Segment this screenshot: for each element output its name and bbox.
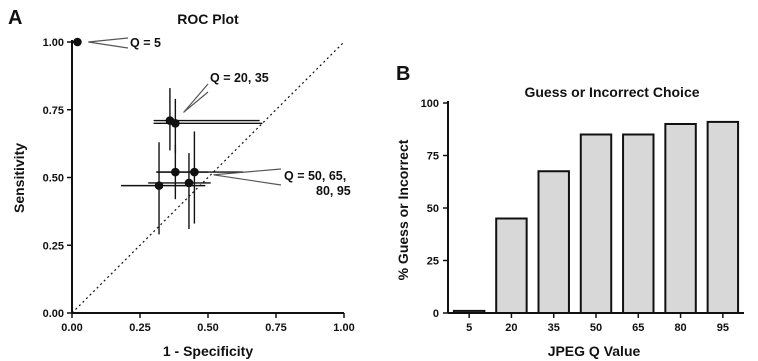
bar-y-tick-label: 0 <box>433 308 439 320</box>
panel-letter-b: B <box>396 63 410 85</box>
bar-y-tick-label: 25 <box>427 256 439 268</box>
bar <box>622 133 655 314</box>
roc-y-tick-label: 0.50 <box>43 173 64 185</box>
bar-x-label: JPEG Q Value <box>548 343 641 359</box>
bar-title: Guess or Incorrect Choice <box>524 84 699 100</box>
bar-y-tick-label: 50 <box>427 203 439 215</box>
roc-annotation-pointer <box>88 37 129 49</box>
bar-x-tick-label: 20 <box>505 322 517 334</box>
bar-y-label: % Guess or Incorrect <box>395 139 411 280</box>
roc-annotation-label: Q = 5 <box>130 36 161 50</box>
bar-y-tick-label: 100 <box>421 98 439 110</box>
roc-annotation-pointer <box>183 83 209 113</box>
roc-annotation-label: Q = 50, 65, <box>284 169 346 183</box>
roc-y-tick-label: 0.25 <box>43 240 64 252</box>
bar <box>495 217 528 314</box>
bar <box>452 309 486 314</box>
bar <box>706 120 740 315</box>
roc-x-tick-label: 1.00 <box>333 322 354 334</box>
roc-annotations: Q = 5 Q = 20, 35 Q = 50, 65,80, 95 <box>88 36 351 198</box>
roc-y-label: Sensitivity <box>11 143 27 213</box>
roc-title: ROC Plot <box>177 11 239 27</box>
roc-x-tick-label: 0.00 <box>61 322 82 334</box>
bar-x-tick-label: 50 <box>590 322 602 334</box>
bar-x-tick-label: 35 <box>548 322 560 334</box>
roc-point <box>171 167 180 177</box>
roc-chance-line <box>71 41 345 314</box>
bar-x-tick-label: 5 <box>466 322 472 334</box>
roc-point <box>73 37 82 47</box>
bar-x-tick-label: 95 <box>717 322 729 334</box>
roc-x-label: 1 - Specificity <box>163 343 253 359</box>
bar <box>664 123 697 314</box>
bar-panel: B Guess or Incorrect Choice JPEG Q Value… <box>395 63 744 359</box>
roc-y-tick-label: 0.00 <box>43 308 64 320</box>
panel-letter-a: A <box>8 7 22 29</box>
roc-point <box>154 181 164 190</box>
roc-panel: A ROC Plot 1 - Specificity Sensitivity 0… <box>8 7 355 359</box>
roc-annotation-label: Q = 20, 35 <box>210 71 269 85</box>
roc-points <box>73 37 199 190</box>
bar <box>537 170 570 314</box>
roc-reference-line <box>71 41 345 314</box>
roc-point <box>184 178 194 188</box>
bar-x-tick-label: 65 <box>632 322 644 334</box>
roc-y-tick-label: 1.00 <box>43 37 64 49</box>
roc-annotation-pointer <box>213 168 282 186</box>
bar-bars <box>452 120 740 315</box>
roc-x-tick-label: 0.75 <box>265 322 286 334</box>
roc-point <box>171 119 180 128</box>
roc-x-tick-label: 0.25 <box>129 322 150 334</box>
roc-annotation-label: 80, 95 <box>316 184 351 198</box>
bar-x-tick-label: 80 <box>674 322 686 334</box>
bar-y-tick-label: 75 <box>427 151 439 163</box>
roc-axes: 0.00 0.25 0.50 0.75 1.00 0.00 0.25 0.50 0.75 1.00 <box>43 37 355 334</box>
roc-x-tick-label: 0.50 <box>197 322 218 334</box>
roc-y-tick-label: 0.75 <box>43 105 64 117</box>
roc-point <box>190 167 199 177</box>
bar <box>579 133 613 314</box>
